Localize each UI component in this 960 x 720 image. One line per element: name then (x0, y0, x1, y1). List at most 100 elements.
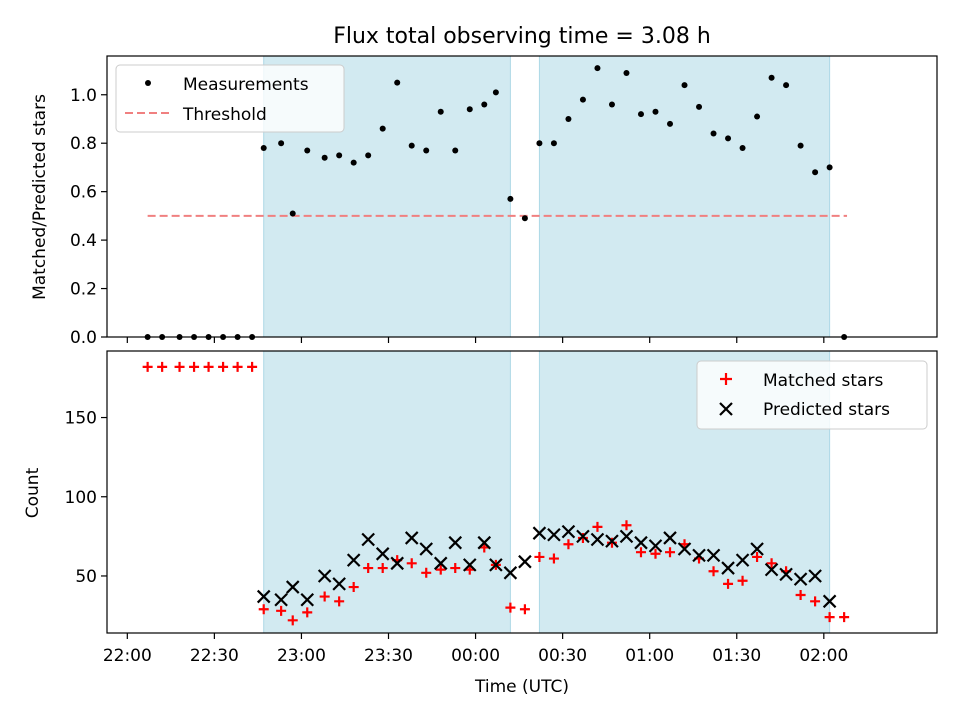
measurement-point (579, 96, 586, 103)
predicted-star-point (793, 572, 808, 586)
predicted-star-point (764, 562, 779, 577)
matched-star-point (348, 582, 359, 593)
predicted-star-point (634, 535, 648, 550)
count-observing-window-1 (263, 350, 511, 634)
matched-star-point (406, 558, 417, 569)
predicted-star-point (489, 558, 503, 572)
matched-star-point (276, 605, 287, 616)
measurement-point (365, 152, 372, 159)
measurement-point (492, 89, 499, 96)
ratio-panel: 0.0 0.2 0.4 0.6 0.8 1.0 Matched/Predicted sta… (30, 55, 938, 348)
matched-star-point (189, 361, 200, 372)
measurement-point (350, 159, 357, 166)
predicted-star-point (274, 592, 288, 607)
measurement-point (812, 169, 819, 176)
measurement-point (696, 103, 703, 110)
matched-star-point (708, 566, 719, 577)
measurement-point (408, 142, 415, 149)
x-tick-label: 23:30 (364, 646, 413, 666)
matched-star-point (534, 551, 545, 562)
x-tick-label: 23:00 (277, 646, 326, 666)
predicted-star-point (808, 569, 822, 583)
count-y-tick-label: 150 (65, 409, 97, 429)
measurement-point (423, 147, 430, 154)
x-tick-label: 01:30 (712, 646, 761, 666)
measurement-point (466, 106, 473, 113)
matched-star-point (174, 361, 185, 372)
predicted-star-point (317, 569, 332, 583)
measurements-legend-label: Measurements (183, 75, 309, 95)
predicted-star-point (346, 553, 361, 567)
matched-star-point (450, 563, 461, 574)
chart-title: Flux total observing time = 3.08 h (333, 24, 711, 49)
ratio-y-tick-label: 0.4 (70, 231, 97, 251)
measurement-point (437, 108, 444, 115)
predicted-star-point (462, 558, 477, 572)
predicted-star-point (706, 548, 721, 563)
ratio-y-tick-label: 0.2 (70, 280, 97, 300)
predicted-star-point (361, 532, 375, 547)
count-panel-frame (106, 350, 938, 634)
matched-star-point (302, 607, 313, 618)
measurement-point (783, 82, 790, 89)
measurement-point (681, 82, 688, 89)
matched-star-point (258, 604, 269, 615)
matched-star-point (810, 596, 821, 607)
matched-star-point (142, 361, 153, 372)
matched-star-point (621, 520, 632, 531)
measurement-point (667, 120, 674, 127)
measurement-point (536, 140, 543, 147)
count-legend: Matched stars Predicted stars (696, 360, 928, 430)
predicted-star-point (750, 542, 764, 556)
ratio-y-tick-label: 0.6 (70, 183, 97, 203)
predicted-star-point (332, 577, 346, 591)
predicted-star-point (256, 589, 271, 604)
ratio-y-tick-label: 1.0 (70, 86, 97, 106)
predicted-star-point (404, 531, 419, 545)
matched-legend-marker (720, 373, 732, 385)
measurement-point (637, 111, 644, 118)
predicted-star-point (822, 594, 837, 609)
measurement-point (623, 69, 630, 76)
predicted-star-point (419, 542, 434, 556)
measurement-point (304, 147, 311, 154)
predicted-star-point (561, 524, 576, 539)
count-y-tick-label: 50 (75, 567, 97, 587)
measurement-point (754, 113, 761, 120)
matched-star-point (377, 563, 388, 574)
ratio-y-axis-label: Matched/Predicted stars (30, 94, 50, 300)
measurement-point (481, 101, 488, 108)
x-tick-label: 01:00 (625, 646, 674, 666)
predicted-star-point (300, 592, 315, 607)
predicted-star-point (779, 567, 793, 582)
x-axis-label: Time (UTC) (474, 677, 569, 697)
measurement-point (710, 130, 717, 137)
matched-star-point (203, 361, 214, 372)
measurement-point (336, 152, 343, 159)
measurement-point (565, 115, 572, 122)
predicted-star-point (576, 529, 590, 544)
predicted-star-point (448, 535, 463, 550)
measurement-point (379, 125, 386, 132)
predicted-star-point (518, 554, 532, 569)
count-panel: 50 100 150 22:00 22:30 23:00 23:30 00:00 00:30 01… (23, 350, 938, 697)
matched-star-point (435, 564, 446, 575)
count-y-tick-label: 100 (65, 488, 97, 508)
predicted-star-point (390, 556, 404, 571)
matched-star-point (334, 596, 345, 607)
matched-star-point (505, 602, 516, 613)
measurement-point (768, 74, 775, 81)
predicted-star-point (547, 527, 561, 542)
predicted-star-point (285, 580, 300, 594)
x-tick-label: 22:00 (103, 646, 152, 666)
matched-star-point (563, 539, 574, 550)
predicted-star-point (677, 542, 692, 556)
predicted-star-point (619, 529, 634, 544)
matched-star-point (635, 547, 646, 558)
measurement-point (507, 195, 514, 202)
matched-star-point (363, 563, 374, 574)
measurement-point (321, 154, 328, 161)
predicted-star-point (477, 535, 492, 550)
x-tick-label: 02:00 (799, 646, 848, 666)
